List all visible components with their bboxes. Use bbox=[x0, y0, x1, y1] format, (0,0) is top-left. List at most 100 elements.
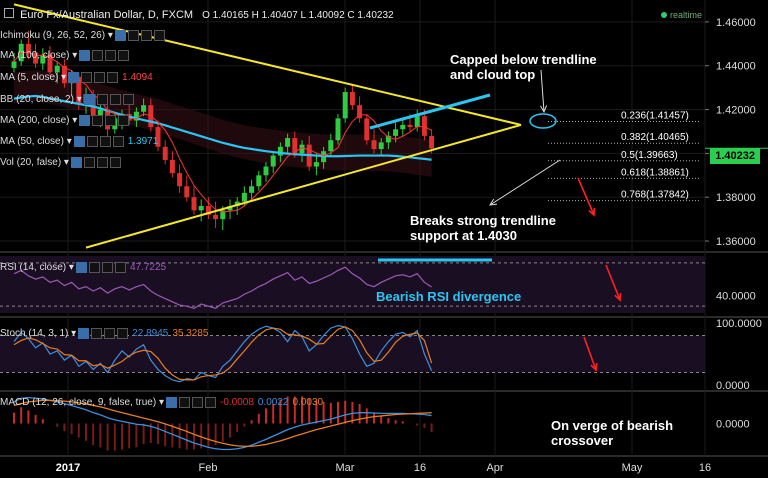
eye-icon[interactable] bbox=[114, 30, 126, 41]
candle-body bbox=[385, 135, 391, 143]
candle-body bbox=[371, 140, 377, 150]
indicator-legend-row[interactable]: BB (20, close, 2) ▾ bbox=[0, 94, 134, 105]
candle-body bbox=[357, 105, 363, 119]
time-axis-label: 16 bbox=[699, 462, 711, 474]
indicator-legend-row[interactable]: MA (5, close) ▾ 1.4094 bbox=[0, 72, 153, 83]
time-axis-label: May bbox=[622, 462, 643, 474]
pane-legend-row[interactable]: MACD (12, 26, close, 9, false, true) ▾ -0… bbox=[0, 397, 323, 408]
more-icon[interactable] bbox=[112, 136, 124, 147]
time-axis-label: 16 bbox=[414, 462, 426, 474]
more-icon[interactable] bbox=[118, 50, 130, 61]
candle-body bbox=[76, 76, 82, 103]
candle-body bbox=[328, 140, 334, 152]
candle-body bbox=[90, 94, 96, 117]
pane-legend-row[interactable]: Stoch (14, 3, 1) ▾ 22.8945 35.3285 bbox=[0, 328, 208, 339]
close-icon[interactable] bbox=[105, 115, 117, 126]
price-tick-label: 1.42000 bbox=[716, 105, 756, 117]
indicator-legend-row[interactable]: Vol (20, false) ▾ bbox=[0, 157, 121, 168]
candle-body bbox=[335, 118, 341, 141]
eye-icon[interactable] bbox=[79, 115, 91, 126]
more-icon[interactable] bbox=[204, 397, 216, 408]
pane-indicator-label[interactable]: RSI (14, close) ▾ bbox=[0, 262, 74, 274]
candle-body bbox=[11, 61, 17, 68]
eye-icon[interactable] bbox=[73, 136, 85, 147]
annotation-breaks-line1: Breaks strong trendline bbox=[410, 213, 556, 228]
more-icon[interactable] bbox=[109, 157, 121, 168]
candle-body bbox=[299, 144, 305, 154]
symbol-title[interactable]: Euro Fx/Australian Dollar, D, FXCM bbox=[20, 9, 194, 21]
pane-indicator-label[interactable]: MACD (12, 26, close, 9, false, true) ▾ bbox=[0, 397, 164, 409]
gear-icon[interactable] bbox=[96, 94, 108, 105]
annotation-arrow-shaft bbox=[577, 177, 595, 216]
indicator-legend-row[interactable]: MA (200, close) ▾ bbox=[0, 115, 130, 127]
candle-body bbox=[241, 192, 247, 202]
indicator-legend-row[interactable]: MA (100, close) ▾ bbox=[0, 50, 130, 62]
indicator-legend-row[interactable]: MA (50, close) ▾ 1.3971 bbox=[0, 136, 158, 147]
close-icon[interactable] bbox=[191, 397, 203, 408]
more-icon[interactable] bbox=[117, 328, 129, 339]
annotation-arrow-shaft bbox=[583, 336, 597, 371]
indicator-label[interactable]: BB (20, close, 2) ▾ bbox=[0, 94, 82, 106]
pane-indicator-value: 35.3285 bbox=[172, 328, 209, 340]
more-icon[interactable] bbox=[118, 115, 130, 126]
close-icon[interactable] bbox=[96, 157, 108, 168]
more-icon[interactable] bbox=[114, 262, 126, 273]
indicator-label[interactable]: MA (200, close) ▾ bbox=[0, 115, 78, 127]
fib-level-label: 0.5(1.39663) bbox=[621, 150, 678, 161]
gear-icon[interactable] bbox=[178, 397, 190, 408]
eye-icon[interactable] bbox=[75, 262, 87, 273]
pane-indicator-label[interactable]: Stoch (14, 3, 1) ▾ bbox=[0, 328, 77, 340]
stoch-band bbox=[0, 335, 705, 373]
gear-icon[interactable] bbox=[127, 30, 139, 41]
eye-icon[interactable] bbox=[78, 328, 90, 339]
close-icon[interactable] bbox=[104, 328, 116, 339]
more-icon[interactable] bbox=[107, 72, 119, 83]
eye-icon[interactable] bbox=[68, 72, 80, 83]
more-icon[interactable] bbox=[153, 30, 165, 41]
price-tick-label: 1.46000 bbox=[716, 17, 756, 29]
more-icon[interactable] bbox=[122, 94, 134, 105]
indicator-label[interactable]: MA (5, close) ▾ bbox=[0, 72, 67, 84]
indicator-legend-row[interactable]: Ichimoku (9, 26, 52, 26) ▾ bbox=[0, 30, 165, 41]
close-icon[interactable] bbox=[99, 136, 111, 147]
close-icon[interactable] bbox=[140, 30, 152, 41]
indicator-value: 1.4094 bbox=[122, 72, 153, 84]
header-icon[interactable] bbox=[4, 8, 14, 18]
annotation-breaks-line2: support at 1.4030 bbox=[410, 228, 517, 243]
gear-icon[interactable] bbox=[92, 50, 104, 61]
indicator-label[interactable]: MA (50, close) ▾ bbox=[0, 136, 72, 148]
macd-signal-line bbox=[13, 399, 432, 447]
gear-icon[interactable] bbox=[81, 72, 93, 83]
gear-icon[interactable] bbox=[88, 262, 100, 273]
pane-legend-row[interactable]: RSI (14, close) ▾ 47.7225 bbox=[0, 262, 166, 273]
indicator-label[interactable]: Vol (20, false) ▾ bbox=[0, 157, 69, 169]
gear-icon[interactable] bbox=[83, 157, 95, 168]
price-tick-label: 1.36000 bbox=[716, 236, 756, 248]
eye-icon[interactable] bbox=[83, 94, 95, 105]
gear-icon[interactable] bbox=[91, 328, 103, 339]
close-icon[interactable] bbox=[101, 262, 113, 273]
close-icon[interactable] bbox=[105, 50, 117, 61]
close-icon[interactable] bbox=[94, 72, 106, 83]
gear-icon[interactable] bbox=[86, 136, 98, 147]
price-axis[interactable]: 1.460001.440001.420001.400001.380001.360… bbox=[705, 17, 768, 431]
annotation-arrow-head bbox=[614, 292, 622, 302]
gear-icon[interactable] bbox=[92, 115, 104, 126]
indicator-value: 1.3971 bbox=[127, 136, 159, 148]
indicator-label[interactable]: MA (100, close) ▾ bbox=[0, 50, 78, 62]
candle-body bbox=[198, 205, 204, 211]
eye-icon[interactable] bbox=[165, 397, 177, 408]
price-tick-label: 1.38000 bbox=[716, 192, 756, 204]
indicator-label[interactable]: Ichimoku (9, 26, 52, 26) ▾ bbox=[0, 30, 113, 42]
close-icon[interactable] bbox=[109, 94, 121, 105]
candle-body bbox=[292, 138, 298, 154]
candle-body bbox=[205, 205, 211, 215]
candle-body bbox=[33, 52, 39, 64]
eye-icon[interactable] bbox=[70, 157, 82, 168]
time-axis[interactable]: 2017 Feb Mar 16 Apr May 16 bbox=[56, 462, 711, 474]
annotation-capped-line1: Capped below trendline bbox=[450, 52, 597, 67]
grid-lines bbox=[0, 0, 768, 457]
candle-body bbox=[414, 116, 420, 128]
candle-body bbox=[256, 175, 262, 187]
eye-icon[interactable] bbox=[79, 50, 91, 61]
